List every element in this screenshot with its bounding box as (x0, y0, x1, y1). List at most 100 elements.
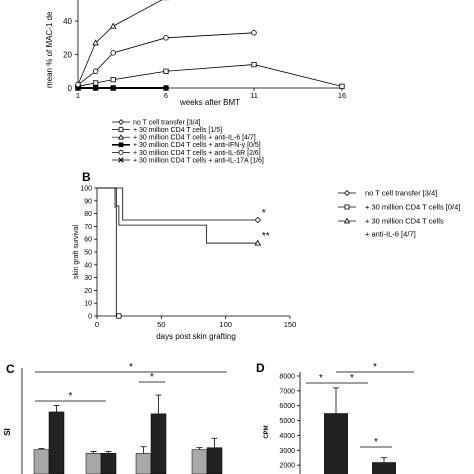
panel-a-legend-label-2: + 30 million CD4 T cells + anti-IL-6 [4/… (133, 135, 256, 142)
panel-a-legend-label-1: + 30 million CD4 T cells [1/5] (133, 127, 222, 134)
panel-d-significance-star: * (319, 373, 323, 384)
panel-b-legend-label-0: no T cell transfer [3/4] (365, 189, 437, 198)
panel-a-point (92, 80, 99, 86)
panel-c-bar (33, 449, 50, 474)
panel-b-x-tick-label: 0 (95, 320, 99, 329)
panel-a-point (92, 39, 99, 46)
panel-c-bar (206, 447, 223, 474)
panel-b-y-tick-label: 10 (84, 301, 92, 308)
panel-b-significance-0: * (262, 208, 266, 219)
panel-a-legend-marker-5 (118, 157, 124, 163)
panel-d-bar (372, 462, 396, 474)
panel-a-point (163, 68, 169, 74)
panel-a-legend: no T cell transfer [3/4]+ 30 million CD4… (112, 119, 264, 164)
panel-b-x-tick-label: 100 (219, 320, 232, 329)
panel-a-point (92, 85, 99, 91)
panel-a-y-tick-label: 0 (68, 84, 73, 93)
panel-a-point (110, 85, 117, 91)
panel-b-legend-marker-2 (343, 217, 351, 224)
panel-a-legend-marker-3 (118, 142, 124, 148)
panel-a-point (339, 83, 345, 89)
panel-d-bars (324, 387, 396, 474)
panel-c-bar (48, 411, 65, 474)
panel-b-legend-marker-0 (344, 190, 350, 196)
panel-d-bar (324, 413, 348, 474)
panel-b-y-tick-label: 0 (88, 314, 92, 321)
panel-b-letter: B (82, 170, 91, 184)
panel-d-letter: D (256, 361, 265, 375)
panel-c-bar (150, 413, 167, 474)
panel-d-y-ticks: 2000 3000 4000 5000 6000 7000 8000 (279, 374, 300, 470)
panel-c-significance-star: * (150, 372, 154, 383)
panel-a-legend-label-0: no T cell transfer [3/4] (133, 119, 200, 126)
panel-a-point (163, 85, 169, 91)
panel-c-bars (33, 394, 223, 474)
panel-b-end-marker-2 (254, 239, 262, 246)
panel-a-point (75, 81, 81, 88)
panel-a-point (251, 30, 257, 36)
panel-a-x-tick-label: 11 (250, 91, 258, 100)
panel-b-legend-label-2: + 30 million CD4 T cells (365, 217, 444, 226)
panel-b-y-tick-label: 50 (84, 250, 92, 257)
panel-c-significance: * * * (35, 362, 227, 402)
panel-b-y-tick-label: 40 (84, 262, 92, 269)
panel-d: D CPM 2000 3000 4000 5000 6000 7000 8000 * * * * (256, 361, 414, 474)
panel-a-legend-marker-2 (118, 134, 124, 140)
panel-c-bar (100, 453, 117, 474)
panel-d-y-tick-label: 4000 (279, 433, 295, 440)
panel-c-bar (135, 453, 152, 474)
panel-b-y-tick-label: 20 (84, 288, 92, 295)
panel-d-significance-star: * (373, 362, 377, 373)
panel-b-y-tick-label: 60 (84, 237, 92, 244)
panel-d-y-tick-label: 8000 (279, 374, 295, 381)
panel-a-point (163, 35, 169, 41)
panel-a-point (110, 50, 116, 56)
panel-a-x-tick-label: 16 (338, 91, 346, 100)
panel-a-legend-marker-1 (118, 127, 124, 132)
panel-b-legend-label-1: + 30 million CD4 T cells [0/4] (365, 203, 460, 212)
panel-b-x-ticks: 0 50 100 150 (95, 316, 296, 329)
panel-b-series-line-0 (97, 187, 258, 221)
panel-b-y-label: skin graft survival (73, 225, 80, 280)
panel-a-legend-label-3: + 30 million CD4 T cells + anti-IFN-y [0… (133, 142, 261, 149)
panel-d-y-tick-label: 7000 (279, 388, 295, 395)
panel-a: mean % of MAC-1 de weeks after BMT 0 20 40… (45, 0, 346, 164)
panel-d-significance: * * * * (306, 362, 414, 448)
panel-a-series-line-1 (77, 64, 343, 87)
panel-a-series-line-2 (77, 0, 163, 85)
panel-a-legend-label-5: + 30 million CD4 T cells + anti-IL-17A [… (133, 157, 264, 164)
panel-a-x-tick-label: 1 (76, 91, 80, 100)
panel-b-y-tick-label: 80 (84, 211, 92, 218)
panel-a-legend-marker-4 (118, 149, 124, 155)
panel-b: B skin graft survival days post skin gra… (73, 170, 460, 341)
panel-d-significance-star: * (350, 373, 354, 384)
panel-d-y-tick-label: 3000 (279, 448, 295, 455)
panel-d-y-label: CPM (264, 425, 270, 438)
panel-b-end-marker-0 (254, 216, 261, 224)
panel-b-series-line-2 (97, 187, 258, 244)
panel-b-y-tick-label: 90 (84, 198, 92, 205)
panel-c-bar (85, 453, 102, 474)
panel-d-significance-star: * (374, 437, 378, 448)
panel-a-y-label: mean % of MAC-1 de (45, 11, 54, 88)
panel-a-point (110, 77, 116, 83)
panel-c-y-label: SI (3, 428, 12, 436)
panel-b-legend: no T cell transfer [3/4] + 30 million CD4… (338, 189, 460, 239)
panel-b-y-tick-label: 100 (80, 186, 92, 193)
panel-a-y-ticks: 0 20 40 (63, 17, 78, 93)
panel-b-end-marker-1 (116, 313, 122, 319)
panel-b-y-tick-label: 70 (84, 224, 92, 231)
panel-b-legend-label-2: + anti-IL-6 [4/7] (365, 230, 416, 239)
panel-b-x-label: days post skin grafting (156, 332, 236, 341)
panel-a-y-tick-label: 20 (63, 51, 72, 60)
panel-b-series: *** (97, 187, 270, 319)
panel-b-x-tick-label: 150 (284, 320, 297, 329)
panel-b-legend-marker-1 (344, 204, 350, 210)
panel-a-point (75, 85, 81, 91)
panel-c-letter: C (6, 362, 15, 376)
panel-a-x-tick-label: 6 (164, 91, 168, 100)
panel-a-point (92, 68, 99, 75)
panel-c-significance-star: * (129, 362, 133, 373)
panel-b-y-ticks: 0 10 20 30 40 50 60 70 80 90 100 (80, 186, 97, 321)
